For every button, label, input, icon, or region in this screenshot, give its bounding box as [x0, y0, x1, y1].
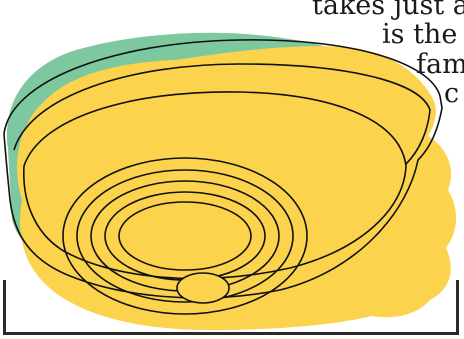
detector-inner-face: [23, 91, 407, 280]
detector-test-button: [176, 272, 230, 304]
caption-line: is the b: [382, 19, 464, 50]
detector-ring-5: [118, 201, 252, 271]
caption-line: takes just a f: [312, 0, 464, 21]
caption-line: fam: [416, 49, 464, 80]
detector-ring-outer: [62, 157, 308, 315]
detector-outer-body: [3, 39, 443, 299]
detector-rim: [13, 63, 431, 165]
caption-line: c: [444, 78, 460, 109]
detector-ring-2: [76, 169, 294, 303]
yellow-blob: [17, 46, 457, 330]
